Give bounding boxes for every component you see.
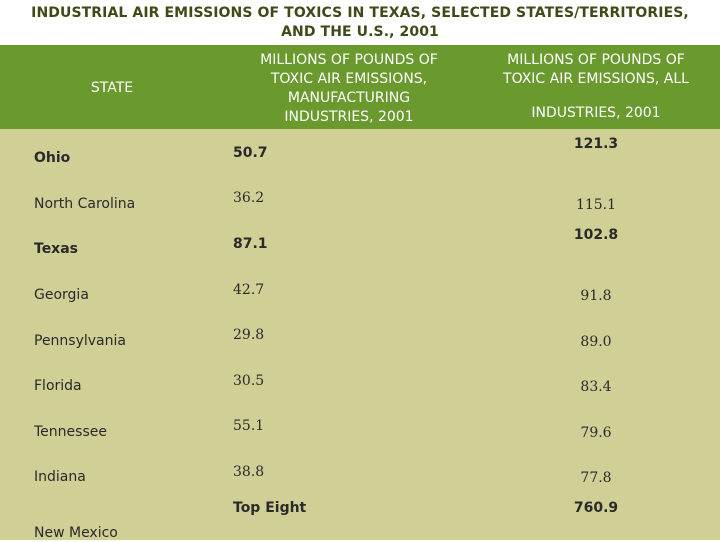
row-georgia-manufacturing: 42.7 (233, 282, 265, 298)
header-manufacturing: MILLIONS OF POUNDS OF TOXIC AIR EMISSION… (230, 51, 468, 127)
header-manufacturing-line: INDUSTRIES, 2001 (284, 109, 414, 125)
row-florida-all: 83.4 (580, 379, 612, 395)
row-georgia-all: 91.8 (580, 288, 612, 304)
row-tennessee-manufacturing: 55.1 (233, 418, 265, 434)
summary-all: 760.9 (573, 500, 619, 516)
header-all-line: MILLIONS OF POUNDS OF (507, 52, 685, 68)
row-pennsylvania-all: 89.0 (580, 334, 612, 350)
row-tennessee-all: 79.6 (580, 425, 612, 441)
title-line-2: AND THE U.S., 2001 (281, 24, 439, 40)
row-indiana-all: 77.8 (580, 470, 612, 486)
row-pennsylvania-state: Pennsylvania (34, 333, 126, 349)
row-north-carolina-all: 115.1 (575, 197, 617, 213)
row-ohio-manufacturing: 50.7 (233, 145, 268, 161)
table-header: STATE MILLIONS OF POUNDS OF TOXIC AIR EM… (0, 45, 720, 129)
header-manufacturing-line: TOXIC AIR EMISSIONS, (270, 71, 428, 87)
row-north-carolina-state: North Carolina (34, 196, 136, 212)
row-georgia-state: Georgia (34, 287, 89, 303)
row-indiana-manufacturing: 38.8 (233, 464, 265, 480)
title-line-1: INDUSTRIAL AIR EMISSIONS OF TOXICS IN TE… (31, 5, 689, 21)
summary-label: Top Eight (233, 500, 307, 516)
header-all-industries: MILLIONS OF POUNDS OF TOXIC AIR EMISSION… (474, 51, 718, 89)
row-north-carolina-manufacturing: 36.2 (233, 190, 265, 206)
header-manufacturing-line: MILLIONS OF POUNDS OF (260, 52, 438, 68)
table-body (0, 129, 720, 540)
row-texas-manufacturing: 87.1 (233, 236, 268, 252)
row-indiana-state: Indiana (34, 469, 86, 485)
row-texas-all: 102.8 (573, 227, 619, 243)
row-ohio-state: Ohio (34, 150, 71, 166)
table-title: INDUSTRIAL AIR EMISSIONS OF TOXICS IN TE… (0, 4, 720, 42)
header-all-line: TOXIC AIR EMISSIONS, ALL (503, 71, 689, 87)
row-texas-state: Texas (34, 241, 78, 257)
row-tennessee-state: Tennessee (34, 424, 107, 440)
row-new-mexico-state: New Mexico (34, 525, 118, 541)
row-florida-state: Florida (34, 378, 82, 394)
row-pennsylvania-manufacturing: 29.8 (233, 327, 265, 343)
row-ohio-all: 121.3 (573, 136, 619, 152)
header-all-industries-year: INDUSTRIES, 2001 (531, 105, 661, 121)
header-manufacturing-line: MANUFACTURING (287, 90, 411, 106)
row-florida-manufacturing: 30.5 (233, 373, 265, 389)
header-state: STATE (90, 80, 134, 96)
